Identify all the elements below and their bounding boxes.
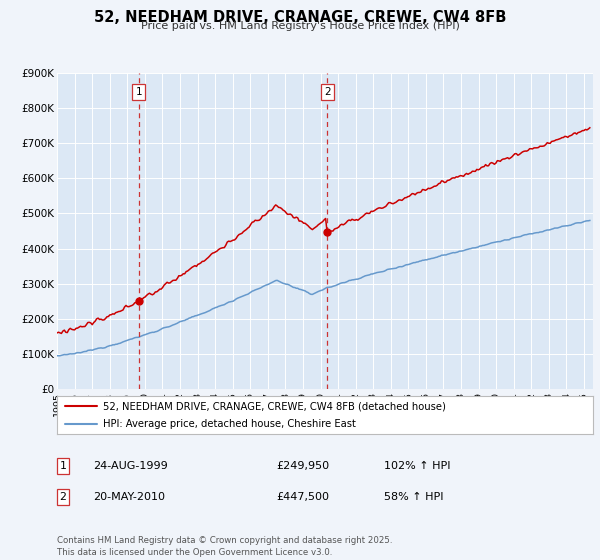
Text: Price paid vs. HM Land Registry's House Price Index (HPI): Price paid vs. HM Land Registry's House …: [140, 21, 460, 31]
Text: 58% ↑ HPI: 58% ↑ HPI: [384, 492, 443, 502]
Text: 52, NEEDHAM DRIVE, CRANAGE, CREWE, CW4 8FB (detached house): 52, NEEDHAM DRIVE, CRANAGE, CREWE, CW4 8…: [103, 401, 445, 411]
Text: 1: 1: [59, 461, 67, 471]
Text: 102% ↑ HPI: 102% ↑ HPI: [384, 461, 451, 471]
Text: £447,500: £447,500: [276, 492, 329, 502]
Text: 2: 2: [324, 87, 331, 97]
Text: 24-AUG-1999: 24-AUG-1999: [93, 461, 168, 471]
Text: Contains HM Land Registry data © Crown copyright and database right 2025.
This d: Contains HM Land Registry data © Crown c…: [57, 536, 392, 557]
Text: 2: 2: [59, 492, 67, 502]
Text: 20-MAY-2010: 20-MAY-2010: [93, 492, 165, 502]
Text: £249,950: £249,950: [276, 461, 329, 471]
Text: 1: 1: [136, 87, 142, 97]
Text: HPI: Average price, detached house, Cheshire East: HPI: Average price, detached house, Ches…: [103, 419, 355, 429]
Text: 52, NEEDHAM DRIVE, CRANAGE, CREWE, CW4 8FB: 52, NEEDHAM DRIVE, CRANAGE, CREWE, CW4 8…: [94, 10, 506, 25]
